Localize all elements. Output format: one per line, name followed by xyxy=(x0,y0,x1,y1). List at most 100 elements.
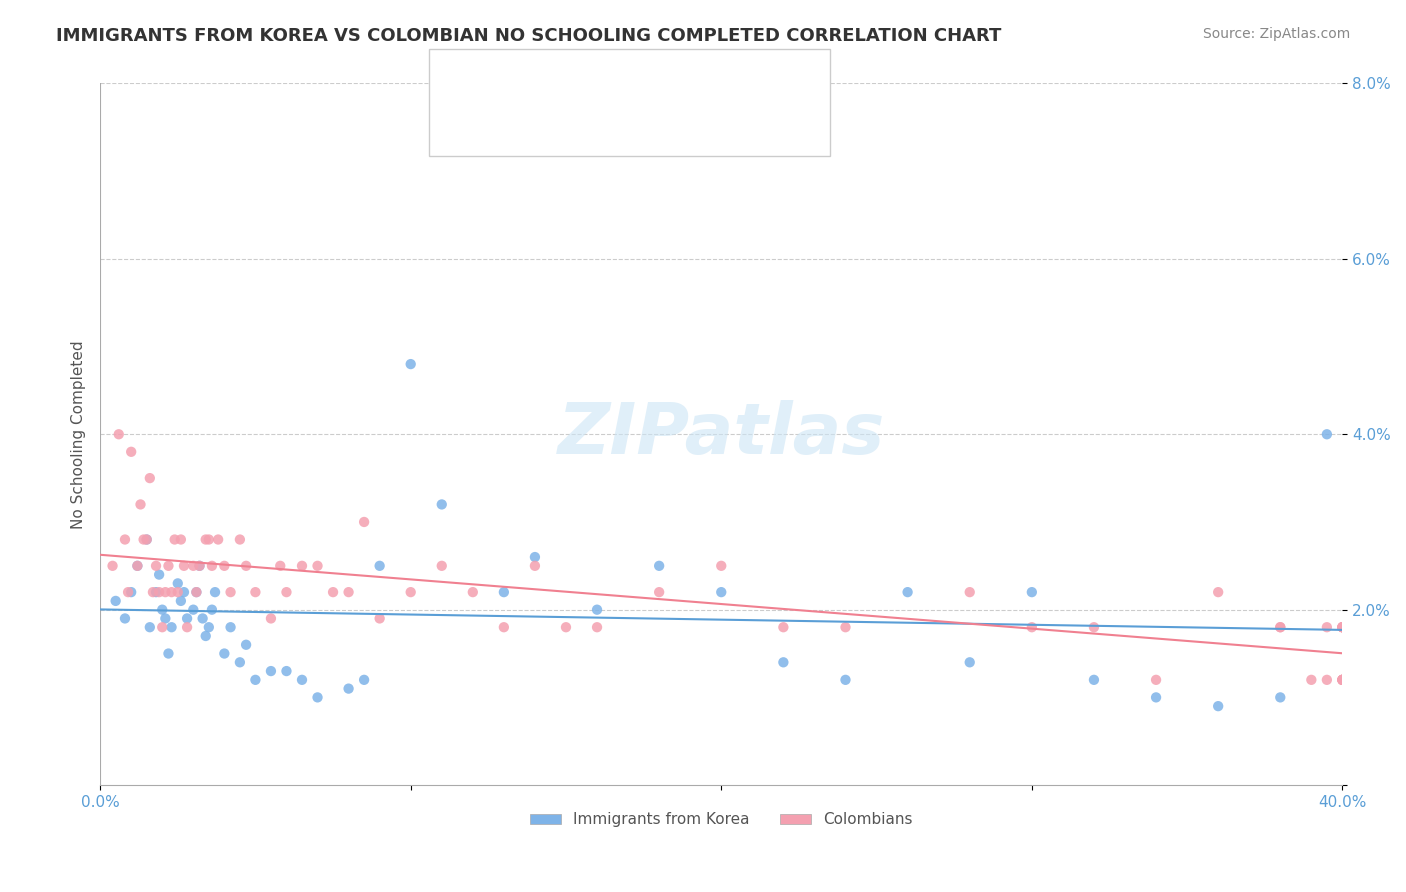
Point xyxy=(834,673,856,687)
Point xyxy=(166,585,188,599)
Point xyxy=(1331,620,1354,634)
Point xyxy=(148,585,170,599)
Point xyxy=(245,585,267,599)
Point xyxy=(198,620,221,634)
Point xyxy=(772,655,794,669)
Point xyxy=(173,585,195,599)
Point xyxy=(1331,673,1354,687)
Point xyxy=(337,585,360,599)
Point xyxy=(1144,690,1167,705)
Point xyxy=(1270,620,1292,634)
Point xyxy=(1270,690,1292,705)
Point xyxy=(188,558,211,573)
Point xyxy=(104,594,127,608)
Point xyxy=(176,611,198,625)
Point xyxy=(1301,673,1323,687)
Point xyxy=(897,585,920,599)
Point xyxy=(1331,620,1354,634)
Point xyxy=(1316,620,1339,634)
Point xyxy=(353,515,375,529)
Point xyxy=(219,620,242,634)
Point xyxy=(229,533,252,547)
Point xyxy=(307,558,329,573)
Point xyxy=(1331,620,1354,634)
Point xyxy=(157,647,180,661)
Point xyxy=(145,585,167,599)
Point xyxy=(139,471,162,485)
Point xyxy=(322,585,344,599)
Point xyxy=(176,620,198,634)
Point xyxy=(170,533,193,547)
Point xyxy=(163,533,186,547)
Point xyxy=(181,558,204,573)
Point xyxy=(160,585,183,599)
Text: R = -0.025   N = 74: R = -0.025 N = 74 xyxy=(496,105,659,123)
Point xyxy=(235,638,257,652)
Point xyxy=(337,681,360,696)
Point xyxy=(145,558,167,573)
Point xyxy=(201,558,224,573)
Legend: Immigrants from Korea, Colombians: Immigrants from Korea, Colombians xyxy=(524,806,918,834)
Point xyxy=(127,558,149,573)
Point xyxy=(1270,620,1292,634)
Point xyxy=(959,585,981,599)
Point xyxy=(648,585,671,599)
Point xyxy=(523,550,546,565)
Point xyxy=(214,558,236,573)
Point xyxy=(155,611,177,625)
Point xyxy=(188,558,211,573)
Point xyxy=(710,558,733,573)
Point xyxy=(586,620,609,634)
Point xyxy=(201,602,224,616)
Point xyxy=(710,585,733,599)
Point xyxy=(368,558,391,573)
Point xyxy=(260,611,283,625)
Point xyxy=(772,620,794,634)
Point xyxy=(194,629,217,643)
Point xyxy=(648,558,671,573)
Point xyxy=(132,533,155,547)
Point xyxy=(1316,673,1339,687)
Point xyxy=(186,585,208,599)
Point xyxy=(1206,585,1229,599)
Point xyxy=(430,498,453,512)
Point xyxy=(160,620,183,634)
Point xyxy=(150,602,173,616)
Point xyxy=(142,585,165,599)
Point xyxy=(170,594,193,608)
Point xyxy=(117,585,139,599)
Point xyxy=(219,585,242,599)
Text: Source: ZipAtlas.com: Source: ZipAtlas.com xyxy=(1202,27,1350,41)
Point xyxy=(1331,673,1354,687)
Point xyxy=(101,558,124,573)
Point xyxy=(353,673,375,687)
Point xyxy=(260,664,283,678)
Point xyxy=(586,602,609,616)
Point xyxy=(276,664,298,678)
Point xyxy=(155,585,177,599)
Point xyxy=(399,585,422,599)
Point xyxy=(198,533,221,547)
Point xyxy=(1021,620,1043,634)
Point xyxy=(269,558,291,573)
Point xyxy=(430,558,453,573)
Y-axis label: No Schooling Completed: No Schooling Completed xyxy=(72,340,86,529)
Point xyxy=(555,620,578,634)
Point xyxy=(120,585,142,599)
Text: R = -0.019   N = 53: R = -0.019 N = 53 xyxy=(496,72,659,90)
Point xyxy=(1331,673,1354,687)
Point xyxy=(207,533,229,547)
Point xyxy=(523,558,546,573)
Point xyxy=(191,611,214,625)
Point xyxy=(1021,585,1043,599)
Point xyxy=(291,673,314,687)
Point xyxy=(127,558,149,573)
Point xyxy=(307,690,329,705)
Point xyxy=(120,445,142,459)
Point xyxy=(1083,620,1105,634)
Point xyxy=(1331,673,1354,687)
Point xyxy=(399,357,422,371)
Point xyxy=(150,620,173,634)
Point xyxy=(135,533,157,547)
Point xyxy=(181,602,204,616)
